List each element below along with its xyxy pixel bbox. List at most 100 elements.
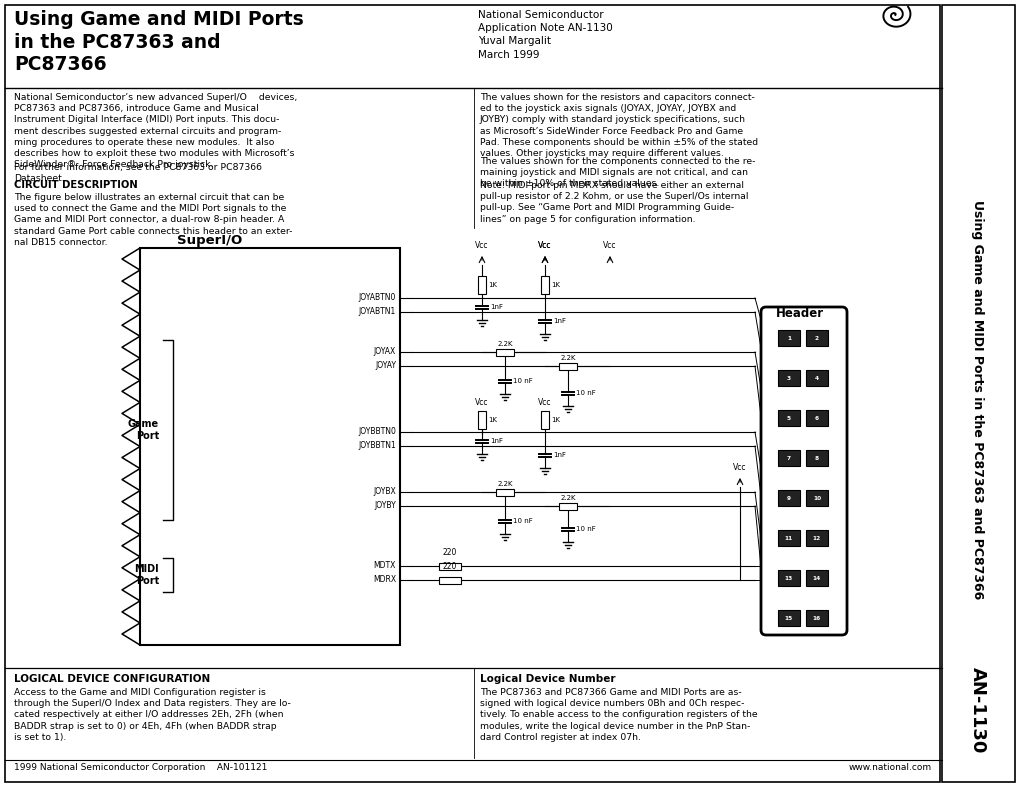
Text: National Semiconductor
Application Note AN-1130
Yuval Margalit
March 1999: National Semiconductor Application Note …	[478, 10, 612, 60]
Text: The figure below illustrates an external circuit that can be
used to connect the: The figure below illustrates an external…	[14, 193, 292, 247]
Text: 1K: 1K	[550, 282, 559, 288]
Text: JOYBY: JOYBY	[374, 501, 395, 511]
Bar	[558, 503, 577, 509]
Text: The values shown for the components connected to the re-
maining joystick and MI: The values shown for the components conn…	[480, 157, 755, 188]
Bar	[777, 610, 799, 626]
Text: 4: 4	[814, 375, 818, 380]
Bar	[140, 248, 399, 645]
Text: 15: 15	[784, 615, 793, 620]
Text: 1K: 1K	[487, 282, 496, 288]
Text: CIRCUIT DESCRIPTION: CIRCUIT DESCRIPTION	[14, 180, 138, 190]
Text: Logical Device Number: Logical Device Number	[480, 674, 614, 684]
Text: SuperI/O: SuperI/O	[177, 234, 243, 247]
Bar	[777, 370, 799, 386]
Text: 1nF: 1nF	[552, 452, 566, 458]
Bar	[805, 450, 827, 466]
Bar	[438, 577, 461, 583]
Text: 6: 6	[814, 416, 818, 420]
Text: 16: 16	[812, 615, 820, 620]
Text: Vcc: Vcc	[538, 241, 551, 250]
Bar	[805, 330, 827, 346]
Text: 10 nF: 10 nF	[576, 390, 595, 396]
Text: www.national.com: www.national.com	[848, 763, 931, 772]
Bar	[777, 570, 799, 586]
Bar	[942, 5, 1014, 782]
Bar	[777, 450, 799, 466]
Text: JOYBBTN0: JOYBBTN0	[358, 427, 395, 437]
Text: 1K: 1K	[550, 417, 559, 423]
Text: The values shown for the resistors and capacitors connect-
ed to the joystick ax: The values shown for the resistors and c…	[480, 93, 757, 158]
Text: 1K: 1K	[487, 417, 496, 423]
Text: 2.2K: 2.2K	[497, 342, 513, 348]
Text: MDRX: MDRX	[373, 575, 395, 585]
Text: JOYBX: JOYBX	[373, 487, 395, 497]
Text: Access to the Game and MIDI Configuration register is
through the SuperI/O Index: Access to the Game and MIDI Configuratio…	[14, 688, 290, 742]
FancyBboxPatch shape	[760, 307, 846, 635]
Text: MIDI
Port: MIDI Port	[135, 564, 159, 586]
Text: 12: 12	[812, 535, 820, 541]
Text: Game
Port: Game Port	[127, 419, 159, 441]
Text: 3: 3	[787, 375, 791, 380]
Text: JOYABTN0: JOYABTN0	[359, 294, 395, 302]
Text: 9: 9	[787, 496, 790, 501]
Bar	[805, 530, 827, 546]
Text: Vcc: Vcc	[733, 463, 746, 472]
Text: Vcc: Vcc	[475, 398, 488, 407]
Text: National Semiconductor’s new advanced SuperI/O    devices,
PC87363 and PC87366, : National Semiconductor’s new advanced Su…	[14, 93, 297, 169]
Text: 5: 5	[787, 416, 791, 420]
Bar	[805, 610, 827, 626]
Text: JOYAY: JOYAY	[375, 361, 395, 371]
Text: LOGICAL DEVICE CONFIGURATION: LOGICAL DEVICE CONFIGURATION	[14, 674, 210, 684]
Text: 220: 220	[442, 562, 457, 571]
Text: 10 nF: 10 nF	[576, 526, 595, 532]
Text: 11: 11	[784, 535, 793, 541]
Bar	[805, 370, 827, 386]
Text: 1nF: 1nF	[489, 304, 502, 310]
Bar	[478, 276, 485, 294]
Text: Using Game and MIDI Ports
in the PC87363 and
PC87366: Using Game and MIDI Ports in the PC87363…	[14, 10, 304, 75]
Text: 1: 1	[787, 335, 791, 341]
Text: 7: 7	[787, 456, 791, 460]
Text: 10 nF: 10 nF	[513, 378, 532, 384]
Bar	[540, 411, 548, 429]
Text: JOYABTN1: JOYABTN1	[359, 308, 395, 316]
Text: 10: 10	[812, 496, 820, 501]
Text: 1nF: 1nF	[552, 318, 566, 324]
Bar	[805, 410, 827, 426]
Text: MDTX: MDTX	[373, 561, 395, 571]
Bar	[495, 489, 514, 496]
Bar	[777, 410, 799, 426]
Bar	[558, 363, 577, 370]
Text: Using Game and MIDI Ports in the PC87363 and PC87366: Using Game and MIDI Ports in the PC87363…	[970, 201, 983, 600]
Text: AN-1130: AN-1130	[968, 667, 986, 753]
Text: 2.2K: 2.2K	[559, 356, 575, 361]
Text: JOYAX: JOYAX	[373, 348, 395, 357]
Text: 10 nF: 10 nF	[513, 518, 532, 524]
Bar	[438, 563, 461, 570]
Text: 2.2K: 2.2K	[559, 496, 575, 501]
Text: 1nF: 1nF	[489, 438, 502, 444]
Text: 1999 National Semiconductor Corporation    AN-101121: 1999 National Semiconductor Corporation …	[14, 763, 267, 772]
Bar	[805, 490, 827, 506]
Text: 14: 14	[812, 575, 820, 581]
Bar	[777, 530, 799, 546]
Text: JOYBBTN1: JOYBBTN1	[358, 442, 395, 450]
Text: Vcc: Vcc	[475, 241, 488, 250]
Text: The PC87363 and PC87366 Game and MIDI Ports are as-
signed with logical device n: The PC87363 and PC87366 Game and MIDI Po…	[480, 688, 757, 742]
Text: 220: 220	[442, 548, 457, 557]
Text: Vcc: Vcc	[602, 241, 616, 250]
Text: Header: Header	[775, 307, 823, 320]
Text: Vcc: Vcc	[538, 241, 551, 250]
Text: 2.2K: 2.2K	[497, 482, 513, 487]
Bar	[495, 349, 514, 356]
Text: 13: 13	[784, 575, 793, 581]
Text: For further information, see the PC87363 or PC87366
Datasheet.: For further information, see the PC87363…	[14, 163, 262, 183]
Text: Note: MIDI port pin MDRX should have either an external
pull-up resistor of 2.2 : Note: MIDI port pin MDRX should have eit…	[480, 181, 748, 224]
Bar	[805, 570, 827, 586]
Bar	[540, 276, 548, 294]
Text: 2: 2	[814, 335, 818, 341]
Bar	[777, 330, 799, 346]
Text: Vcc: Vcc	[538, 398, 551, 407]
Bar	[777, 490, 799, 506]
Text: 8: 8	[814, 456, 818, 460]
